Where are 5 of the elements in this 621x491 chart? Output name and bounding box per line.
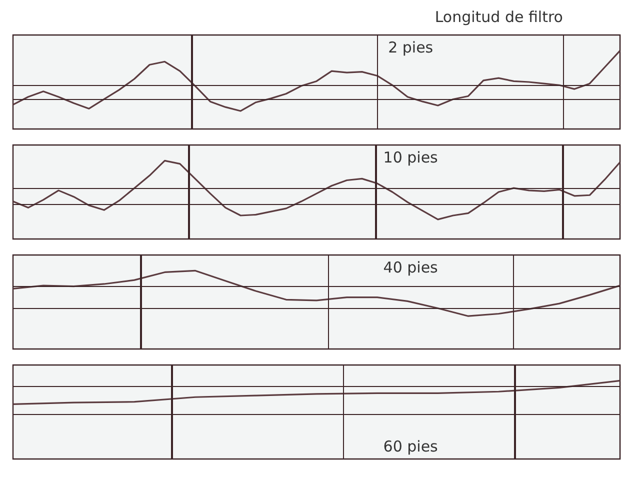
annotation: 2 pies [388, 38, 434, 56]
chart-title: Longitud de filtro [434, 7, 564, 28]
annotation: 40 pies [383, 258, 438, 276]
annotation: 60 pies [383, 437, 438, 456]
annotation: 10 pies [383, 148, 438, 166]
